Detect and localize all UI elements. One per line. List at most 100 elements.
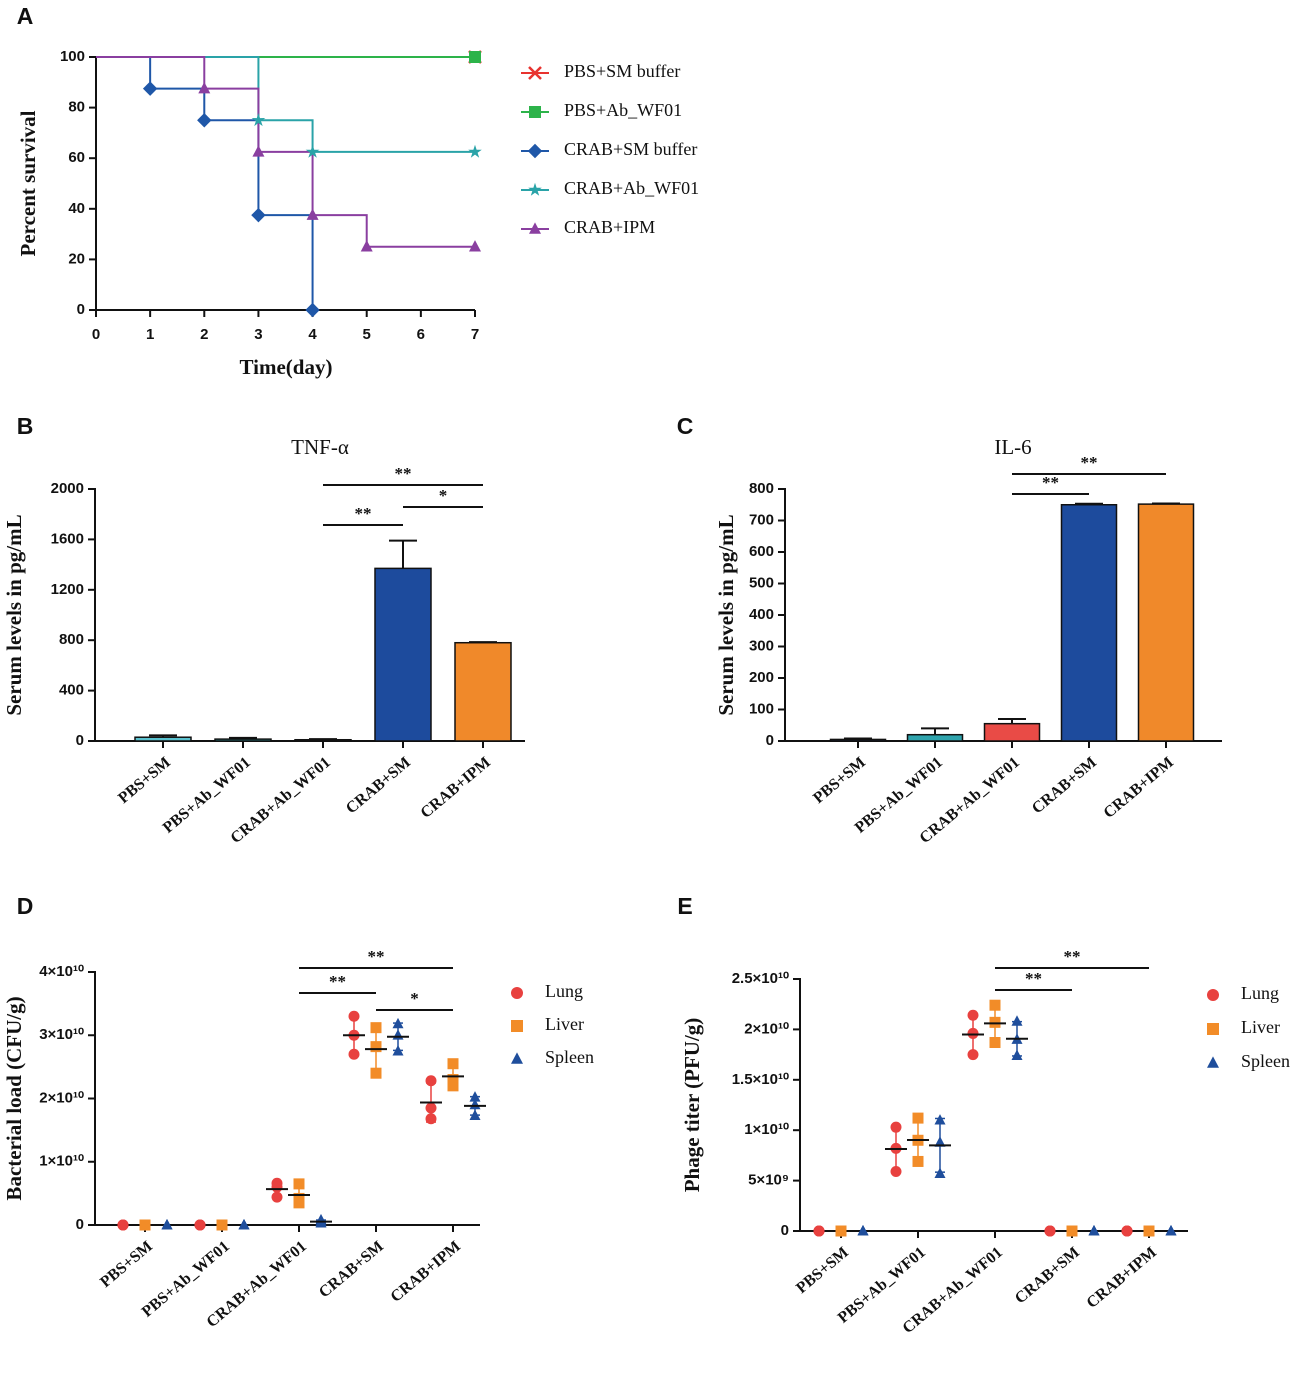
data-point [813,1225,825,1237]
data-point [989,999,1001,1011]
data-point [117,1219,129,1231]
data-point [447,1058,459,1070]
legend-label: PBS+Ab_WF01 [564,100,682,120]
data-point [967,1027,979,1039]
legend-marker [528,66,542,80]
significance-label: ** [395,464,412,483]
y-tick-label: 1.5×10¹⁰ [732,1071,789,1088]
data-point [1011,1049,1023,1061]
legend-label: PBS+SM buffer [564,61,680,81]
panel-label: D [17,893,34,919]
data-point [370,1041,382,1053]
significance-label: ** [1081,453,1098,472]
x-tick-label: 5 [363,326,371,343]
y-tick-label: 2×10¹⁰ [744,1020,789,1037]
y-tick-label: 400 [59,682,84,699]
x-tick-label: CRAB+SM [1012,1244,1083,1307]
marker [252,145,265,157]
bar [1060,504,1118,742]
marker [197,113,212,128]
data-point [857,1224,869,1236]
x-tick-label: PBS+SM [810,754,869,807]
x-tick-label: 2 [200,326,208,343]
legend-label: Spleen [1241,1051,1290,1071]
y-tick-label: 3×10¹⁰ [39,1026,84,1043]
y-tick-label: 0 [781,1222,789,1239]
y-tick-label: 0 [76,1216,84,1233]
data-point [890,1166,902,1178]
marker [469,240,481,252]
x-tick-label: 1 [146,326,154,343]
legend-marker [1207,989,1219,1001]
legend-label: CRAB+SM buffer [564,139,697,159]
marker [251,207,266,223]
y-tick-label: 500 [749,574,774,591]
data-point [425,1075,437,1087]
marker [468,144,482,158]
y-tick-label: 100 [60,48,85,65]
y-tick-label: 300 [749,637,774,654]
significance-label: ** [1042,473,1059,492]
marker [305,302,320,318]
data-point [967,1049,979,1061]
y-axis-label: Phage titer (PFU/g) [680,1018,704,1193]
x-tick-label: CRAB+SM [1029,754,1100,817]
marker [142,81,158,96]
chart-title: IL-6 [994,435,1031,459]
data-point [469,1109,481,1120]
legend-marker [528,182,542,196]
x-tick-label: PBS+SM [97,1238,156,1291]
marker [469,51,481,63]
x-tick-label: CRAB+IPM [387,1238,463,1306]
data-point [392,1045,404,1056]
y-tick-label: 0 [766,732,774,749]
legend-marker [529,106,541,118]
data-point [293,1178,305,1190]
x-tick-label: CRAB+SM [316,1238,387,1301]
y-tick-label: 20 [68,250,85,267]
data-point [271,1191,283,1203]
legend-marker [511,1052,523,1064]
legend-label: CRAB+Ab_WF01 [564,178,699,198]
data-point [348,1010,360,1022]
legend-label: Spleen [545,1047,594,1067]
y-tick-label: 800 [749,480,774,497]
significance-label: ** [329,972,346,991]
x-tick-label: 3 [254,326,262,343]
panel-label: A [17,3,34,29]
survival-line [96,56,475,153]
data-point [1044,1225,1056,1237]
x-tick-label: CRAB+IPM [417,754,493,822]
data-point [238,1218,250,1230]
legend-label: CRAB+IPM [564,217,655,237]
y-tick-label: 60 [68,149,85,166]
y-tick-label: 400 [749,606,774,623]
x-tick-label: CRAB+IPM [1083,1244,1159,1312]
y-tick-label: 4×10¹⁰ [39,963,84,980]
bar [214,738,272,742]
data-point [216,1219,228,1231]
data-point [392,1029,404,1040]
data-point [447,1074,459,1086]
bar [374,567,432,742]
y-tick-label: 1×10¹⁰ [39,1153,84,1170]
data-point [293,1197,305,1209]
legend-label: Liver [545,1014,584,1034]
data-point [271,1181,283,1193]
x-axis-label: Time(day) [240,355,333,379]
x-tick-label: 7 [471,326,479,343]
y-tick-label: 1200 [51,581,84,598]
y-tick-label: 600 [749,543,774,560]
data-point [934,1114,946,1125]
survival-line [96,56,314,310]
data-point [139,1219,151,1231]
legend-label: Lung [1241,983,1279,1003]
y-tick-label: 200 [749,669,774,686]
significance-label: * [410,989,419,1008]
data-point [1011,1015,1023,1026]
data-point [967,1009,979,1021]
chart-title: TNF-α [291,435,349,459]
data-point [1165,1224,1177,1236]
x-tick-label: 6 [417,326,425,343]
